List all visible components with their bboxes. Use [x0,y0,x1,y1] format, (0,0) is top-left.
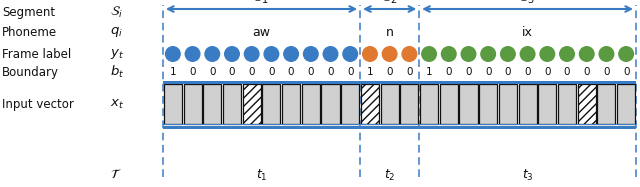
Bar [479,84,497,124]
Circle shape [185,47,200,61]
Text: 0: 0 [387,67,393,77]
Circle shape [205,47,220,61]
Text: 0: 0 [564,67,570,77]
Bar [204,84,221,124]
Circle shape [560,47,574,61]
Text: $y_t$: $y_t$ [110,47,124,61]
Circle shape [481,47,495,61]
Bar [499,84,517,124]
Bar [341,84,359,124]
Text: ix: ix [522,25,533,39]
Circle shape [579,47,594,61]
Text: Input vector: Input vector [2,97,74,111]
Text: 0: 0 [347,67,353,77]
Text: 0: 0 [189,67,196,77]
Text: 0: 0 [248,67,255,77]
Bar [460,84,477,124]
Text: $\mathcal{S}_3$: $\mathcal{S}_3$ [520,0,536,6]
Text: 0: 0 [406,67,413,77]
Text: $\mathcal{S}_i$: $\mathcal{S}_i$ [110,4,123,20]
Text: aw: aw [253,25,271,39]
Bar [400,84,419,124]
Text: $t_2$: $t_2$ [384,167,396,183]
Text: 0: 0 [288,67,294,77]
Text: Boundary: Boundary [2,65,59,79]
Text: $b_t$: $b_t$ [110,64,124,80]
Bar [163,125,636,129]
Text: $\mathcal{S}_2$: $\mathcal{S}_2$ [381,0,397,6]
Text: 0: 0 [544,67,550,77]
Text: 0: 0 [268,67,275,77]
Circle shape [599,47,614,61]
Bar [184,84,202,124]
Bar [164,84,182,124]
Circle shape [500,47,515,61]
Circle shape [619,47,634,61]
Bar [578,84,596,124]
Bar [223,84,241,124]
Bar [262,84,280,124]
Bar [301,84,320,124]
Bar [518,84,537,124]
Text: 0: 0 [465,67,472,77]
Circle shape [343,47,358,61]
Circle shape [520,47,535,61]
Text: $\mathcal{T}$: $\mathcal{T}$ [110,168,122,182]
Circle shape [363,47,377,61]
Text: 0: 0 [524,67,531,77]
Text: 0: 0 [209,67,216,77]
Text: Segment: Segment [2,5,55,19]
Circle shape [166,47,180,61]
Text: 1: 1 [367,67,373,77]
Circle shape [402,47,417,61]
Bar [538,84,556,124]
Bar [617,84,635,124]
Text: n: n [386,25,394,39]
Bar [282,84,300,124]
Bar [420,84,438,124]
Circle shape [244,47,259,61]
Bar [321,84,340,124]
Bar [597,84,616,124]
Bar [381,84,399,124]
Circle shape [442,47,456,61]
Text: 0: 0 [445,67,452,77]
Text: $x_t$: $x_t$ [110,97,124,111]
Text: 0: 0 [603,67,610,77]
Circle shape [264,47,278,61]
Circle shape [284,47,298,61]
Circle shape [540,47,555,61]
Circle shape [303,47,318,61]
Circle shape [225,47,239,61]
Text: $\mathcal{S}_1$: $\mathcal{S}_1$ [253,0,269,6]
Bar [440,84,458,124]
Text: Frame label: Frame label [2,47,71,61]
Text: $t_3$: $t_3$ [522,167,534,183]
Bar [361,84,379,124]
Bar [243,84,260,124]
Circle shape [382,47,397,61]
Text: 1: 1 [170,67,176,77]
Circle shape [422,47,436,61]
Text: 0: 0 [623,67,629,77]
Text: 0: 0 [584,67,590,77]
Text: Phoneme: Phoneme [2,25,57,39]
Text: 0: 0 [485,67,492,77]
Text: $q_i$: $q_i$ [110,25,123,39]
Bar [163,80,636,84]
Text: 0: 0 [327,67,334,77]
Text: 0: 0 [228,67,236,77]
Bar [558,84,576,124]
Text: 1: 1 [426,67,433,77]
Bar [163,123,636,125]
Text: $t_1$: $t_1$ [256,167,268,183]
Circle shape [461,47,476,61]
Text: 0: 0 [308,67,314,77]
Circle shape [323,47,338,61]
Text: 0: 0 [505,67,511,77]
